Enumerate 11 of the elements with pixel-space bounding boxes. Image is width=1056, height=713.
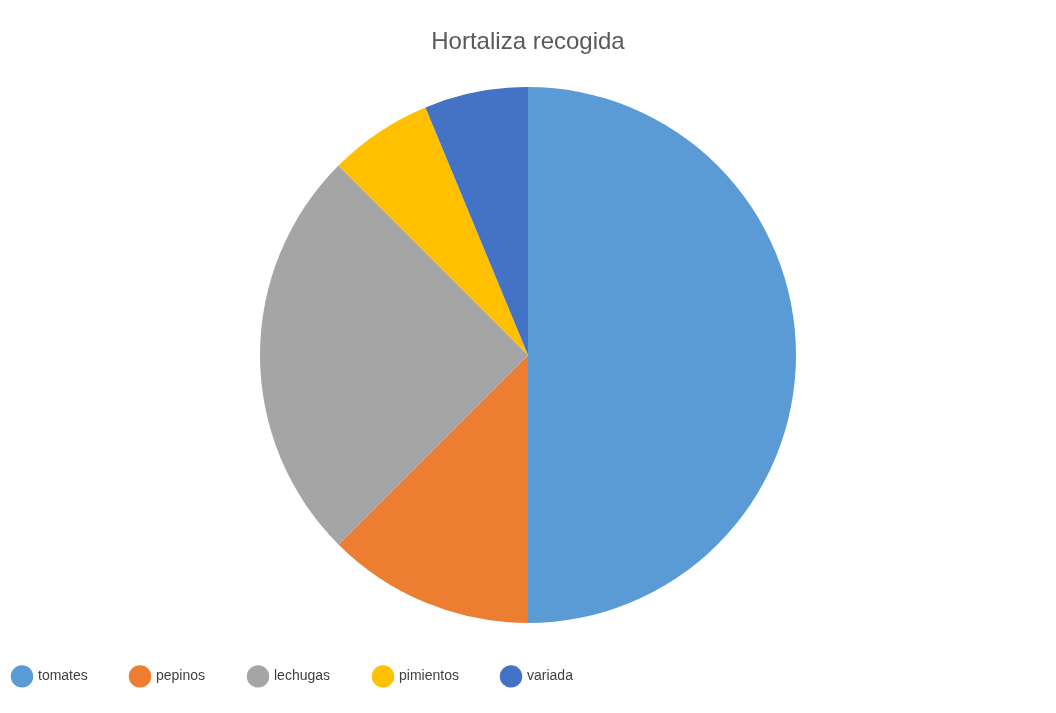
- legend-label: pepinos: [156, 667, 206, 684]
- pie-slice: [528, 87, 796, 623]
- legend-label: variada: [527, 667, 574, 684]
- legend-label: pimientos: [399, 667, 459, 684]
- pie-slice: [338, 355, 528, 623]
- legend-label: tomates: [38, 667, 88, 684]
- pie-slice: [425, 87, 528, 355]
- pie-slice: [338, 107, 528, 355]
- pie-slice: [260, 165, 528, 545]
- chart-title: Hortaliza recogida: [431, 27, 626, 54]
- legend-label: lechugas: [274, 667, 331, 684]
